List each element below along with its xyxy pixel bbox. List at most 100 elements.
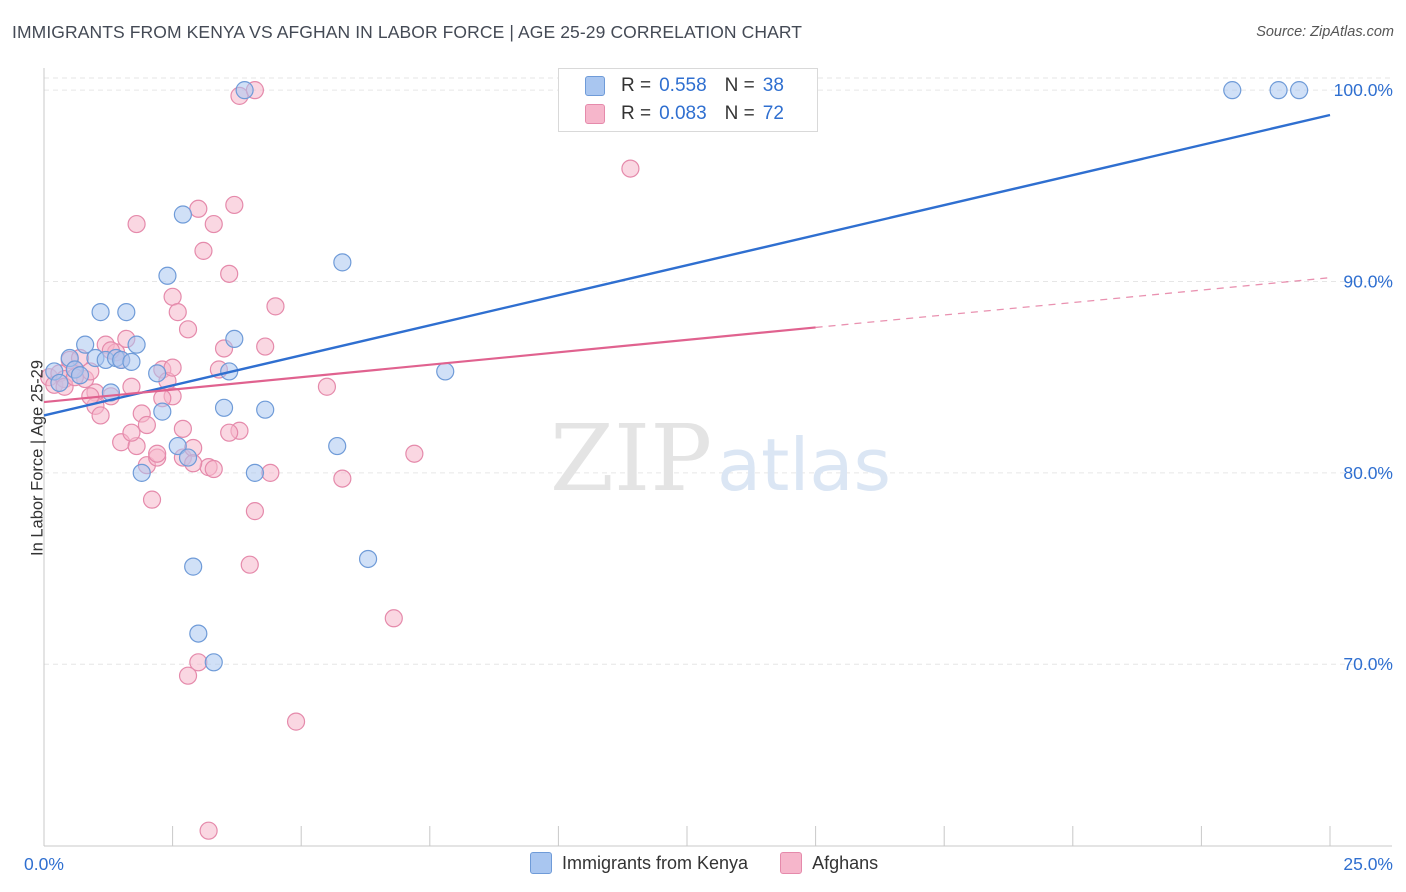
chart-title: IMMIGRANTS FROM KENYA VS AFGHAN IN LABOR… <box>12 22 803 42</box>
kenya-point <box>178 448 198 467</box>
afghan-point <box>204 214 223 234</box>
kenya-point <box>50 373 69 393</box>
afghan-point <box>91 406 110 425</box>
afghan-point <box>220 423 239 442</box>
afghan-point <box>173 419 192 438</box>
afghan-trend-extension <box>815 277 1331 329</box>
y-tick-label: 90.0% <box>1343 271 1393 291</box>
afghan-point <box>168 303 187 322</box>
afghan-point <box>194 241 213 260</box>
afghan-point <box>178 320 198 339</box>
axes <box>43 68 1392 847</box>
kenya-point <box>158 266 177 285</box>
y-tick-label: 70.0% <box>1343 654 1393 674</box>
kenya-trend-line <box>43 113 1331 417</box>
kenya-point <box>225 329 244 349</box>
kenya-point <box>256 400 275 419</box>
y-tick-label: 80.0% <box>1343 463 1393 483</box>
afghan-point <box>286 712 306 731</box>
kenya-point <box>189 624 208 643</box>
afghan-point <box>261 463 280 482</box>
series-legend-kenya[interactable]: Immigrants from Kenya <box>530 852 748 874</box>
afghan-point <box>405 444 424 463</box>
legend-n-label: N = <box>724 75 755 96</box>
kenya-point <box>127 335 146 354</box>
afghan-point <box>384 609 403 628</box>
kenya-point <box>235 81 254 100</box>
series-legend-label-afghan: Afghans <box>812 852 879 873</box>
afghan-point <box>127 214 146 234</box>
legend-n-value: 72 <box>762 103 784 124</box>
afghan-trend-line <box>43 326 816 404</box>
legend-r-value: 0.083 <box>659 103 707 124</box>
kenya-point <box>148 364 167 383</box>
legend-swatch-afghan <box>585 104 605 124</box>
x-tick-labels: 0.0% 25.0% <box>24 854 1393 874</box>
kenya-series <box>45 81 1309 672</box>
y-axis-label: In Labor Force | Age 25-29 <box>28 360 47 556</box>
afghan-point <box>163 287 182 306</box>
kenya-point <box>245 463 265 482</box>
afghan-point <box>189 199 208 218</box>
kenya-point <box>76 335 95 354</box>
y-tick-label: 100.0% <box>1334 80 1393 100</box>
afghan-point <box>148 444 167 463</box>
series-legend-swatch-afghan <box>780 852 803 874</box>
watermark: ZIP atlas <box>550 405 891 512</box>
y-tick-labels: 100.0% 90.0% 80.0% 70.0% <box>1334 80 1393 674</box>
trend-lines <box>43 113 1331 417</box>
kenya-point <box>1290 81 1309 100</box>
series-legend: Immigrants from Kenya Afghans <box>530 852 910 874</box>
afghan-point <box>142 490 162 509</box>
kenya-point <box>168 436 187 456</box>
legend-r-label: R = <box>621 103 652 124</box>
legend-swatch-kenya <box>585 76 605 96</box>
x-tick-label: 25.0% <box>1343 854 1393 874</box>
kenya-point <box>153 402 172 421</box>
afghan-point <box>621 159 640 178</box>
afghan-point <box>220 264 239 283</box>
afghan-point <box>225 195 244 215</box>
chart-source: Source: ZipAtlas.com <box>1256 24 1394 40</box>
series-legend-label-kenya: Immigrants from Kenya <box>562 852 749 873</box>
afghan-point <box>137 415 156 435</box>
legend-n-label: N = <box>724 103 755 124</box>
kenya-point <box>184 557 203 576</box>
afghan-point <box>245 502 265 521</box>
series-legend-swatch-kenya <box>530 852 552 874</box>
kenya-point <box>328 436 347 456</box>
afghan-point <box>122 423 141 442</box>
afghan-point <box>333 469 352 488</box>
legend-row-afghan: R = 0.083 N = 72 <box>585 101 784 127</box>
kenya-point <box>117 303 136 322</box>
afghan-point <box>199 821 218 840</box>
series-legend-afghan[interactable]: Afghans <box>780 852 878 874</box>
kenya-point <box>132 463 151 482</box>
watermark-atlas: atlas <box>717 423 891 507</box>
legend-n-value: 38 <box>762 75 784 96</box>
afghan-point <box>266 297 285 316</box>
kenya-point <box>436 362 455 381</box>
kenya-point <box>358 549 378 569</box>
watermark-zip: ZIP <box>550 405 712 512</box>
afghan-point <box>256 337 275 356</box>
stats-legend: R = 0.558 N = 38 R = 0.083 N = 72 <box>558 68 818 132</box>
kenya-point <box>70 366 90 385</box>
kenya-point <box>1269 81 1288 100</box>
kenya-point <box>333 253 352 272</box>
afghan-point <box>240 555 259 574</box>
kenya-point <box>1223 81 1242 100</box>
x-tick-label: 0.0% <box>24 854 64 874</box>
afghan-point <box>163 358 182 377</box>
kenya-point <box>173 205 192 224</box>
legend-row-kenya: R = 0.558 N = 38 <box>585 73 784 99</box>
kenya-point <box>204 653 223 672</box>
afghan-point <box>204 459 223 479</box>
afghan-point <box>178 666 198 685</box>
legend-r-value: 0.558 <box>659 75 707 96</box>
kenya-point <box>91 303 110 322</box>
kenya-point <box>214 398 234 417</box>
legend-r-label: R = <box>621 75 652 96</box>
afghan-point <box>317 377 337 396</box>
